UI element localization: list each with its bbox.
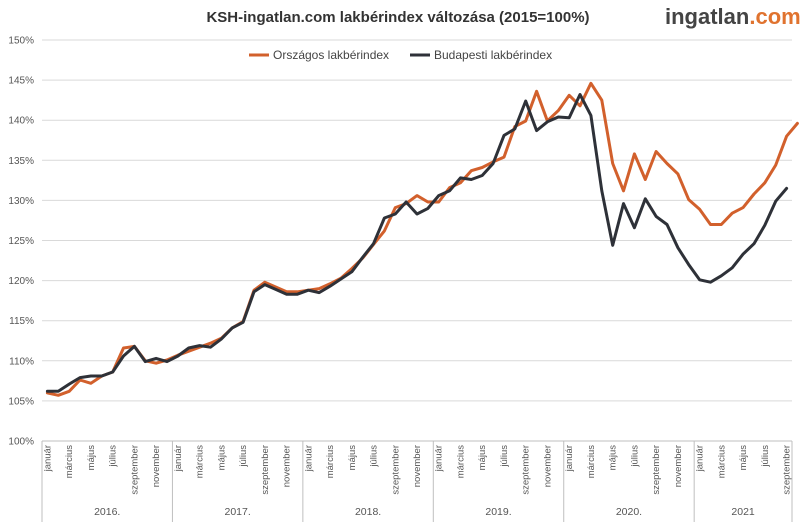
x-tick-label: november: [412, 445, 423, 487]
x-tick-label: március: [586, 445, 597, 479]
x-tick-label: július: [108, 445, 119, 468]
year-label: 2019.: [485, 506, 511, 518]
x-tick-label: május: [86, 445, 97, 471]
x-tick-label: március: [455, 445, 466, 479]
x-tick-label: július: [238, 445, 249, 468]
x-tick-label: március: [195, 445, 206, 479]
year-label: 2016.: [94, 506, 120, 518]
year-label: 2017.: [225, 506, 251, 518]
legend-label: Budapesti lakbérindex: [434, 48, 552, 62]
logo-accent-text: .com: [749, 4, 800, 29]
x-tick-label: május: [347, 445, 358, 471]
x-tick-label: május: [477, 445, 488, 471]
x-tick-label: május: [738, 445, 749, 471]
x-tick-label: november: [542, 445, 553, 487]
y-tick-label: 150%: [8, 36, 34, 47]
y-tick-label: 125%: [8, 236, 34, 247]
x-tick-label: szeptember: [129, 445, 140, 495]
x-tick-label: január: [695, 445, 706, 472]
x-tick-label: szeptember: [390, 445, 401, 495]
ingatlan-logo: ingatlan.com: [665, 4, 800, 29]
y-tick-label: 130%: [8, 196, 34, 207]
x-tick-label: november: [673, 445, 684, 487]
x-tick-label: január: [564, 445, 575, 472]
x-tick-label: július: [499, 445, 510, 468]
x-tick-label: szeptember: [782, 445, 793, 495]
x-tick-label: március: [325, 445, 336, 479]
x-tick-label: május: [216, 445, 227, 471]
y-tick-label: 115%: [9, 316, 34, 327]
legend-label: Országos lakbérindex: [273, 48, 389, 62]
series-line-budapesti: [45, 93, 789, 393]
year-label: 2018.: [355, 506, 381, 518]
x-tick-label: július: [760, 445, 771, 468]
x-tick-label: május: [608, 445, 619, 471]
y-tick-label: 135%: [8, 156, 34, 167]
y-tick-label: 100%: [8, 437, 34, 448]
series-line-orszagos: [45, 81, 799, 397]
x-tick-label: március: [64, 445, 75, 479]
year-label: 2021: [731, 506, 755, 518]
gridlines: [42, 39, 792, 442]
x-tick-label: január: [173, 445, 184, 472]
x-tick-label: november: [151, 445, 162, 487]
x-tick-label: szeptember: [260, 445, 271, 495]
y-axis-ticks: 100% 105% 110% 115% 120% 125% 130% 135% 140% 145%…: [8, 36, 34, 448]
x-tick-label: szeptember: [651, 445, 662, 495]
chart-title: KSH-ingatlan.com lakbérindex változása (…: [206, 9, 589, 26]
x-tick-label: november: [282, 445, 293, 487]
legend: Országos lakbérindex Budapesti lakbérinde…: [249, 48, 552, 62]
x-tick-label: január: [434, 445, 445, 472]
series-lines: [45, 81, 799, 397]
x-tick-label: január: [303, 445, 314, 472]
x-tick-label: március: [716, 445, 727, 479]
x-tick-label: július: [369, 445, 380, 468]
y-tick-label: 105%: [8, 396, 34, 407]
y-tick-label: 120%: [8, 276, 34, 287]
y-tick-label: 110%: [9, 356, 34, 367]
y-tick-label: 145%: [8, 76, 34, 87]
logo-main-text: ingatlan: [665, 4, 749, 29]
year-label: 2020.: [616, 506, 642, 518]
x-axis: január március május július szeptember novemb…: [41, 441, 793, 522]
x-tick-label: január: [42, 445, 53, 472]
y-tick-label: 140%: [8, 116, 34, 127]
x-tick-label: szeptember: [521, 445, 532, 495]
x-tick-label: július: [629, 445, 640, 468]
